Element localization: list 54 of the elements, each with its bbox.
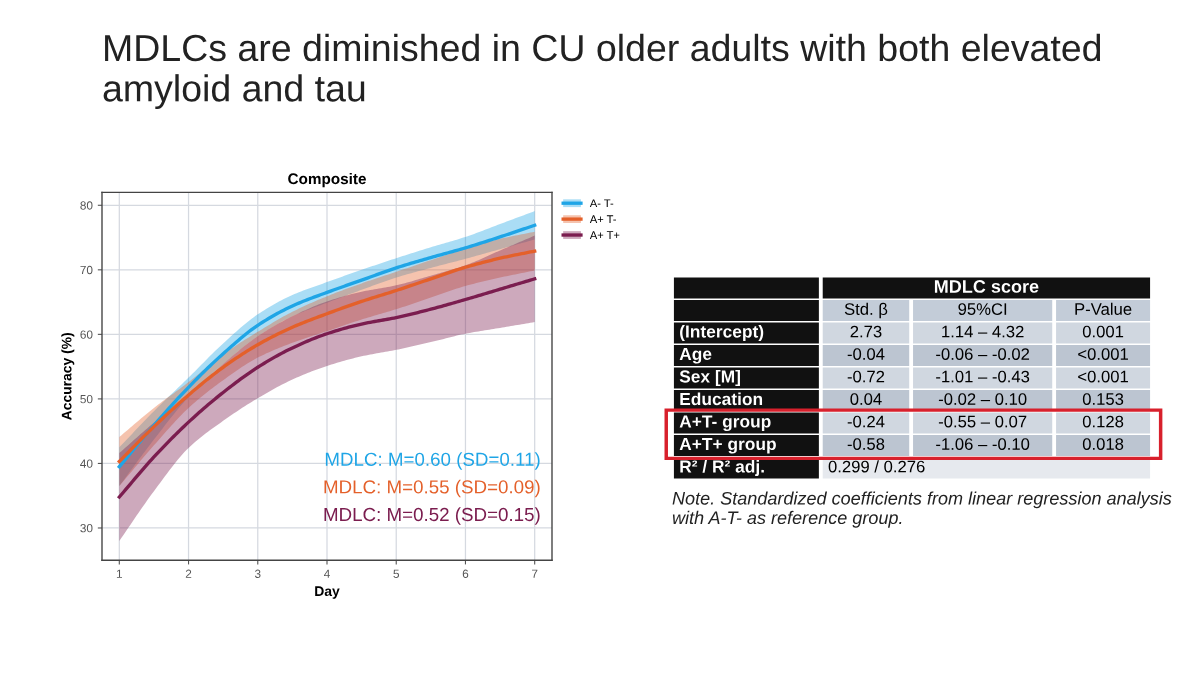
text: <0.001 xyxy=(1078,348,1128,360)
text: -0.72 xyxy=(847,370,885,383)
text: -0.02 – 0.10 xyxy=(938,393,1027,405)
category-label: Education xyxy=(680,392,763,406)
text: -0.04 xyxy=(847,348,885,360)
category-label: 95%CI xyxy=(958,303,1007,315)
y-tick-label: 70 xyxy=(80,265,93,275)
text: 2.73 xyxy=(850,325,882,338)
y-tick-label: 40 xyxy=(80,459,93,468)
chart-subtitle: Composite xyxy=(288,172,366,188)
text: 0.001 xyxy=(1082,325,1124,338)
text: -0.55 – 0.07 xyxy=(938,415,1027,428)
category-label: Std. β xyxy=(844,302,888,319)
y-tick-label: 50 xyxy=(80,394,93,404)
y-tick-label: 30 xyxy=(80,524,93,533)
category-label: Sex [M] xyxy=(679,369,740,387)
category-label: A+T+ group xyxy=(679,437,776,454)
x-tick-label: 5 xyxy=(393,569,400,578)
text: 0.018 xyxy=(1082,438,1124,450)
text: 0.128 xyxy=(1082,415,1124,428)
text: 0.153 xyxy=(1082,393,1124,405)
x-tick-label: 6 xyxy=(462,569,469,578)
category-label: Age xyxy=(679,347,712,364)
annotation: MDLC: M=0.60 (SD=0.11) xyxy=(325,452,540,470)
x-tick-label: 4 xyxy=(323,569,330,578)
text: 1.14 – 4.32 xyxy=(942,325,1024,338)
category-label: A+T- group xyxy=(679,415,771,432)
text: -1.01 – -0.43 xyxy=(936,370,1030,383)
y-axis-title: Accuracy (%) xyxy=(61,333,75,420)
chart-title: MDLCs are diminished in CU older adults with both elevated amyloid and tau xyxy=(103,33,1101,110)
legend-label: A+ T+ xyxy=(589,231,620,239)
text: MDLC score xyxy=(934,280,1039,293)
x-tick-label: 2 xyxy=(185,569,192,578)
category-label: P-Value xyxy=(1075,302,1132,315)
x-axis-title: Day xyxy=(315,586,340,599)
text: 0.299 / 0.276 xyxy=(828,460,925,473)
legend-label: A+ T- xyxy=(589,215,617,224)
x-tick-label: 1 xyxy=(116,569,123,578)
text: -0.06 – -0.02 xyxy=(936,348,1030,360)
category-label: R² / R² adj. xyxy=(680,459,764,477)
x-tick-label: 7 xyxy=(532,569,538,578)
text: <0.001 xyxy=(1078,370,1128,383)
text: -0.24 xyxy=(847,415,885,428)
x-tick-label: 3 xyxy=(254,569,261,578)
annotation: MDLC: M=0.55 (SD=0.09) xyxy=(324,479,540,498)
legend-label: A- T- xyxy=(589,199,614,208)
text: -0.58 xyxy=(847,438,885,450)
text: 0.04 xyxy=(850,393,882,405)
y-tick-label: 60 xyxy=(80,330,93,339)
category-label: (Intercept) xyxy=(680,324,764,342)
y-tick-label: 80 xyxy=(80,201,93,210)
text: -1.06 – -0.10 xyxy=(936,438,1030,450)
annotation: MDLC: M=0.52 (SD=0.15) xyxy=(324,507,540,525)
text: Note. Standardized coefficients from linear regression analysis with A-T- as reference group. xyxy=(672,491,1172,528)
